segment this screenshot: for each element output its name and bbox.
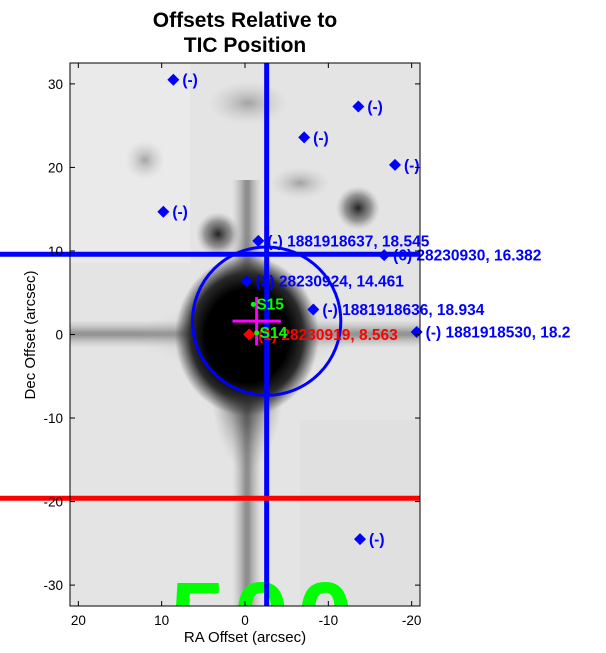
catalog-point-marker xyxy=(167,73,180,86)
catalog-point-label: (-) 1881918637, 18.545 xyxy=(267,233,429,250)
catalog-point-label: (1) 28230919, 8.563 xyxy=(258,327,398,344)
y-tick-label: 10 xyxy=(48,244,63,259)
chart-title-line-1: Offsets Relative to xyxy=(153,9,337,32)
x-tick-label: 0 xyxy=(241,613,249,628)
y-tick-label: 20 xyxy=(48,160,63,175)
catalog-point-marker xyxy=(240,275,253,288)
catalog-point-marker xyxy=(307,303,320,316)
y-tick-label: -20 xyxy=(43,495,63,510)
axis-ticks: 20 10 0 -10 -20 30 20 10 0 -10 -20 -30 xyxy=(43,63,421,628)
catalog-point-label: (-) xyxy=(313,130,329,147)
points-layer: (-) (-) (-) (-) (-) (-) 1881918637, 18.545(6)… xyxy=(157,72,571,549)
catalog-point-marker xyxy=(243,328,256,341)
catalog-point-label: (-) xyxy=(369,532,385,549)
y-tick-label: -10 xyxy=(43,411,63,426)
catalog-point-marker xyxy=(352,100,365,113)
catalog-point-label: (-) 1881918636, 18.934 xyxy=(322,302,484,319)
y-tick-label: -30 xyxy=(43,578,63,593)
catalog-point-label: (-) xyxy=(172,204,188,221)
y-axis-label: Dec Offset (arcsec) xyxy=(22,271,39,400)
catalog-point-marker xyxy=(298,131,311,144)
y-tick-label: 30 xyxy=(48,77,63,92)
plot-area: 500 xyxy=(70,63,420,653)
catalog-point-marker xyxy=(252,234,265,247)
x-tick-label: -10 xyxy=(319,613,339,628)
catalog-point-marker xyxy=(378,249,391,262)
catalog-point-label: (-) xyxy=(404,157,420,174)
catalog-point-marker xyxy=(389,158,401,171)
green-source-label: S15 xyxy=(256,296,284,313)
x-tick-label: 20 xyxy=(71,613,86,628)
catalog-point-label: (-) xyxy=(182,72,198,89)
green-source-marker xyxy=(250,301,256,307)
catalog-point-label: (2) 28230924, 14.461 xyxy=(256,274,405,291)
y-tick-label: 0 xyxy=(55,328,63,343)
x-tick-label: 10 xyxy=(154,613,169,628)
green-source-label: S14 xyxy=(260,325,288,342)
overlay-text: 500 xyxy=(170,562,361,653)
aperture-circle xyxy=(191,245,343,397)
catalog-point-marker xyxy=(354,533,366,546)
catalog-point-label: (-) xyxy=(367,99,383,116)
catalog-point-marker xyxy=(157,205,170,218)
green-source-marker xyxy=(254,330,260,336)
chart-title-line-2: TIC Position xyxy=(184,34,307,57)
catalog-point-label: (6) 28230930, 16.382 xyxy=(393,248,541,265)
x-tick-label: -20 xyxy=(402,613,422,628)
sky-image-background xyxy=(70,63,420,606)
catalog-point-label: (-) 1881918530, 18.2 xyxy=(426,324,571,341)
x-axis-label: RA Offset (arcsec) xyxy=(184,629,306,646)
